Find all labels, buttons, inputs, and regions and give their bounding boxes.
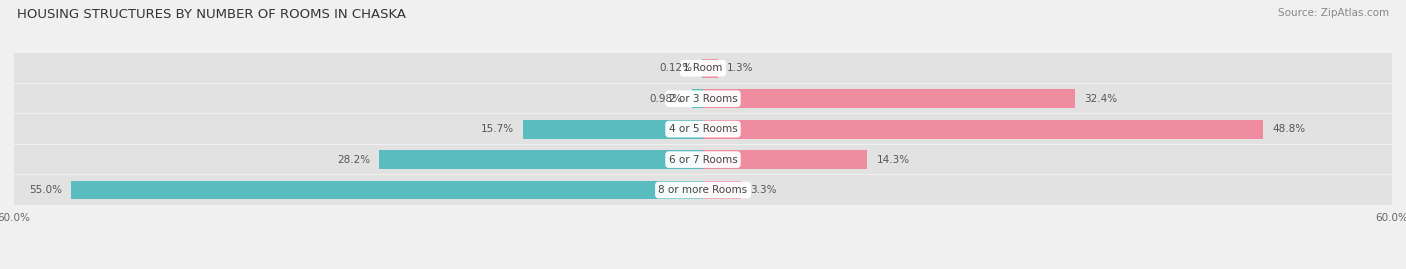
Bar [703,54,1392,83]
Bar [703,145,1392,174]
Bar [380,150,703,169]
Bar [14,145,703,174]
Bar [14,54,703,83]
Text: Source: ZipAtlas.com: Source: ZipAtlas.com [1278,8,1389,18]
Text: 1.3%: 1.3% [727,63,754,73]
Text: HOUSING STRUCTURES BY NUMBER OF ROOMS IN CHASKA: HOUSING STRUCTURES BY NUMBER OF ROOMS IN… [17,8,406,21]
Bar [703,175,1392,205]
Bar [703,180,741,200]
Text: 0.98%: 0.98% [650,94,682,104]
Bar [703,150,868,169]
Text: 6 or 7 Rooms: 6 or 7 Rooms [669,155,737,165]
Bar [72,180,703,200]
Bar [14,84,703,114]
Text: 8 or more Rooms: 8 or more Rooms [658,185,748,195]
Text: 55.0%: 55.0% [30,185,62,195]
Bar [703,89,1076,108]
Text: 0.12%: 0.12% [659,63,692,73]
Bar [692,89,703,108]
Text: 32.4%: 32.4% [1084,94,1118,104]
Text: 3.3%: 3.3% [749,185,776,195]
Bar [703,59,718,78]
Text: 4 or 5 Rooms: 4 or 5 Rooms [669,124,737,134]
Bar [14,114,703,144]
Text: 2 or 3 Rooms: 2 or 3 Rooms [669,94,737,104]
Text: 28.2%: 28.2% [337,155,370,165]
Bar [703,114,1392,144]
Text: 1 Room: 1 Room [683,63,723,73]
Text: 15.7%: 15.7% [481,124,513,134]
Text: 14.3%: 14.3% [876,155,910,165]
Bar [703,120,1264,139]
Bar [14,175,703,205]
Text: 48.8%: 48.8% [1272,124,1306,134]
Bar [523,120,703,139]
Bar [703,84,1392,114]
